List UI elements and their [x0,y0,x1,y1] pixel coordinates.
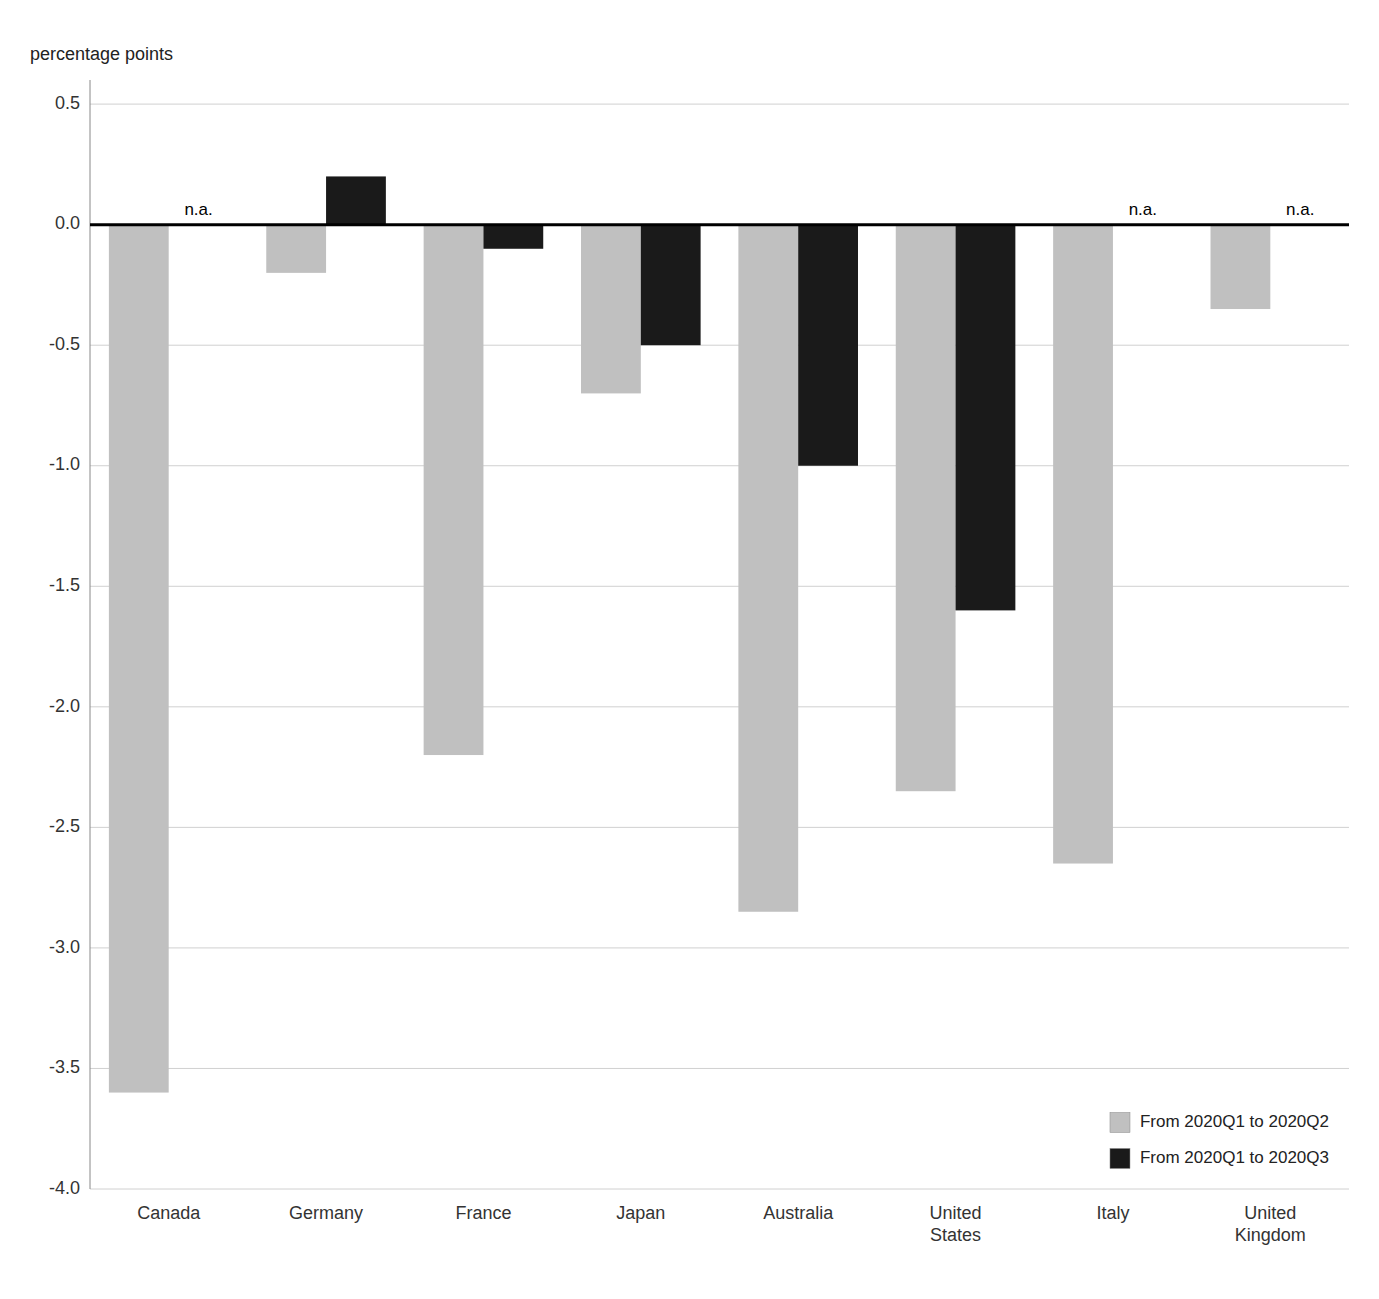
bar [326,176,386,224]
x-tick-label: UnitedStates [930,1203,982,1245]
y-tick-label: -2.0 [49,696,80,716]
x-tick-label-line: United [930,1203,982,1223]
legend-swatch [1110,1112,1130,1132]
x-tick-label: Germany [289,1203,363,1223]
legend-label: From 2020Q1 to 2020Q2 [1140,1112,1329,1131]
annotation: n.a. [1286,200,1314,219]
y-tick-label: 0.5 [55,93,80,113]
grid-line [90,586,1349,587]
x-tick-label: Canada [137,1203,201,1223]
bar [1211,225,1271,309]
legend-swatch [1110,1148,1130,1168]
grid-line [90,224,1349,225]
grid-line [90,827,1349,828]
x-tick-label-line: Australia [763,1203,834,1223]
zero-line [90,223,1349,226]
x-tick-label-line: Canada [137,1203,201,1223]
grid-line [90,345,1349,346]
bar [641,225,701,346]
legend-item: From 2020Q1 to 2020Q3 [1110,1148,1329,1169]
y-tick-label: -1.5 [49,575,80,595]
grid [90,104,1349,1189]
bar [424,225,484,755]
x-tick-label: UnitedKingdom [1235,1203,1306,1245]
y-axis-label: percentage points [30,44,173,64]
bar [483,225,543,249]
y-tick-label: -0.5 [49,334,80,354]
x-tick-label: Japan [616,1203,665,1223]
grid-line [90,104,1349,105]
grid-line [90,465,1349,466]
bar [798,225,858,466]
y-tick-label: 0.0 [55,213,80,233]
grid-line [90,1189,1349,1190]
x-tick-label-line: France [455,1203,511,1223]
y-ticks: 0.5 0.0 -0.5 -1.0 -1.5 -2.0 -2.5 -3.0 -3.5 -4.0 [49,93,80,1198]
annotation: n.a. [184,200,212,219]
y-axis-line [90,80,91,1189]
chart: 0.5 0.0 -0.5 -1.0 -1.5 -2.0 -2.5 -3.0 -3.5 -4.0 pe… [0,0,1379,1299]
grid-line [90,706,1349,707]
legend-label: From 2020Q1 to 2020Q3 [1140,1148,1329,1167]
bar [956,225,1016,611]
bar [896,225,956,792]
annotations: n.a. n.a. n.a. [184,200,1314,219]
y-tick-label: -1.0 [49,454,80,474]
bar [738,225,798,912]
bar [109,225,169,1093]
bar [581,225,641,394]
x-tick-label-line: Kingdom [1235,1225,1306,1245]
x-tick-label-line: States [930,1225,981,1245]
x-tick-label-line: Italy [1096,1203,1129,1223]
x-tick-label-line: Japan [616,1203,665,1223]
x-tick-label: Italy [1096,1203,1129,1223]
y-tick-label: -4.0 [49,1178,80,1198]
y-tick-label: -2.5 [49,816,80,836]
bar [266,225,326,273]
x-tick-label: France [455,1203,511,1223]
x-tick-label: Australia [763,1203,834,1223]
x-tick-label-line: United [1244,1203,1296,1223]
bars [109,176,1270,1092]
legend: From 2020Q1 to 2020Q2 From 2020Q1 to 2020… [1110,1112,1329,1169]
y-tick-label: -3.5 [49,1057,80,1077]
x-tick-label-line: Germany [289,1203,363,1223]
y-tick-label: -3.0 [49,937,80,957]
bar [1053,225,1113,864]
x-ticks: CanadaGermanyFranceJapanAustraliaUnitedS… [137,1203,1306,1245]
grid-line [90,1068,1349,1069]
grid-line [90,947,1349,948]
annotation: n.a. [1129,200,1157,219]
legend-item: From 2020Q1 to 2020Q2 [1110,1112,1329,1133]
